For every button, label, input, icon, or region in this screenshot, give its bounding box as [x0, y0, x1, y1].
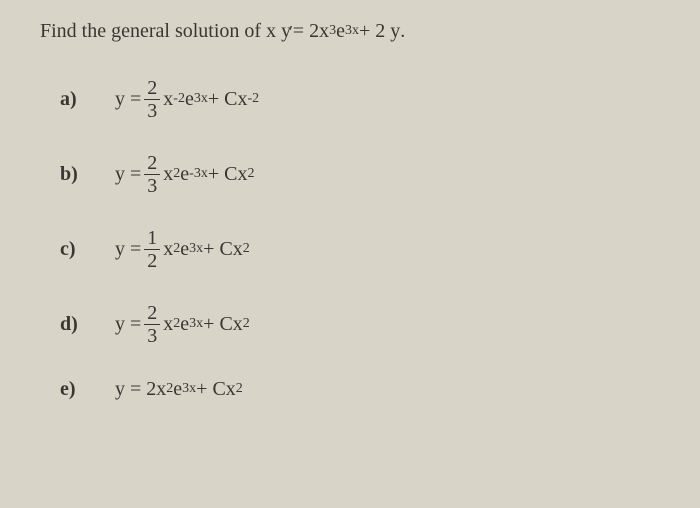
frac-num: 2: [144, 303, 160, 324]
eq-sup2: -3x: [189, 166, 208, 182]
eq-pre: y =: [115, 313, 141, 336]
eq-mid2: + Cx: [203, 238, 243, 261]
frac-num: 2: [144, 78, 160, 99]
q-mid2: + 2 y: [359, 20, 400, 43]
eq-sup3: 2: [243, 316, 250, 332]
eq-sup1: 2: [173, 166, 180, 182]
eq-sup3: -2: [247, 91, 259, 107]
frac-num: 1: [144, 228, 160, 249]
option-equation: y = 2 3 x 2 e -3x + Cx 2: [115, 153, 254, 196]
eq-sup2: 3x: [194, 91, 208, 107]
frac-den: 2: [144, 249, 160, 271]
option-a: a) y = 2 3 x -2 e 3x + Cx -2: [60, 78, 700, 121]
eq-sup2: 3x: [182, 381, 196, 397]
eq-pre: y = 2x: [115, 378, 166, 401]
option-label: a): [60, 88, 115, 111]
frac-den: 3: [144, 324, 160, 346]
q-eq: = 2x: [293, 20, 329, 43]
eq-mid1: e: [180, 238, 189, 261]
fraction: 2 3: [144, 303, 160, 346]
eq-mid1: e: [173, 378, 182, 401]
eq-afterfrac: x: [163, 313, 173, 336]
option-equation: y = 1 2 x 2 e 3x + Cx 2: [115, 228, 250, 271]
eq-sup1: 2: [173, 316, 180, 332]
option-c: c) y = 1 2 x 2 e 3x + Cx 2: [60, 228, 700, 271]
fraction: 1 2: [144, 228, 160, 271]
eq-sup1: 2: [173, 241, 180, 257]
eq-sup2: 3x: [189, 316, 203, 332]
eq-sup3: 2: [236, 381, 243, 397]
frac-den: 3: [144, 174, 160, 196]
options-list: a) y = 2 3 x -2 e 3x + Cx -2 b) y = 2 3 …: [40, 78, 700, 401]
option-label: b): [60, 163, 115, 186]
eq-mid2: + Cx: [208, 88, 248, 111]
option-equation: y = 2 3 x 2 e 3x + Cx 2: [115, 303, 250, 346]
option-equation: y = 2 3 x -2 e 3x + Cx -2: [115, 78, 259, 121]
eq-mid2: + Cx: [203, 313, 243, 336]
question-prefix: Find the general solution of: [40, 20, 266, 42]
q-period: .: [400, 20, 405, 43]
option-label: c): [60, 238, 115, 261]
frac-num: 2: [144, 153, 160, 174]
eq-mid1: e: [180, 163, 189, 186]
option-b: b) y = 2 3 x 2 e -3x + Cx 2: [60, 153, 700, 196]
q-lhs: x y: [266, 20, 291, 43]
eq-sup3: 2: [243, 241, 250, 257]
eq-pre: y =: [115, 238, 141, 261]
q-exp1: 3: [329, 23, 336, 39]
option-d: d) y = 2 3 x 2 e 3x + Cx 2: [60, 303, 700, 346]
eq-pre: y =: [115, 88, 141, 111]
frac-den: 3: [144, 99, 160, 121]
eq-afterfrac: x: [163, 238, 173, 261]
eq-sup1: -2: [173, 91, 185, 107]
eq-pre: y =: [115, 163, 141, 186]
q-exp2: 3x: [345, 23, 359, 39]
fraction: 2 3: [144, 153, 160, 196]
eq-afterfrac: x: [163, 88, 173, 111]
eq-mid1: e: [180, 313, 189, 336]
eq-afterfrac: x: [163, 163, 173, 186]
q-mid1: e: [336, 20, 345, 43]
option-label: e): [60, 378, 115, 401]
eq-mid2: + Cx: [208, 163, 248, 186]
eq-mid2: + Cx: [196, 378, 236, 401]
eq-mid1: e: [185, 88, 194, 111]
eq-sup2: 3x: [189, 241, 203, 257]
option-label: d): [60, 313, 115, 336]
fraction: 2 3: [144, 78, 160, 121]
question-text: Find the general solution of x y ′ = 2x …: [40, 20, 700, 43]
option-e: e) y = 2x 2 e 3x + Cx 2: [60, 378, 700, 401]
eq-sup1: 2: [166, 381, 173, 397]
eq-sup3: 2: [247, 166, 254, 182]
option-equation: y = 2x 2 e 3x + Cx 2: [115, 378, 243, 401]
